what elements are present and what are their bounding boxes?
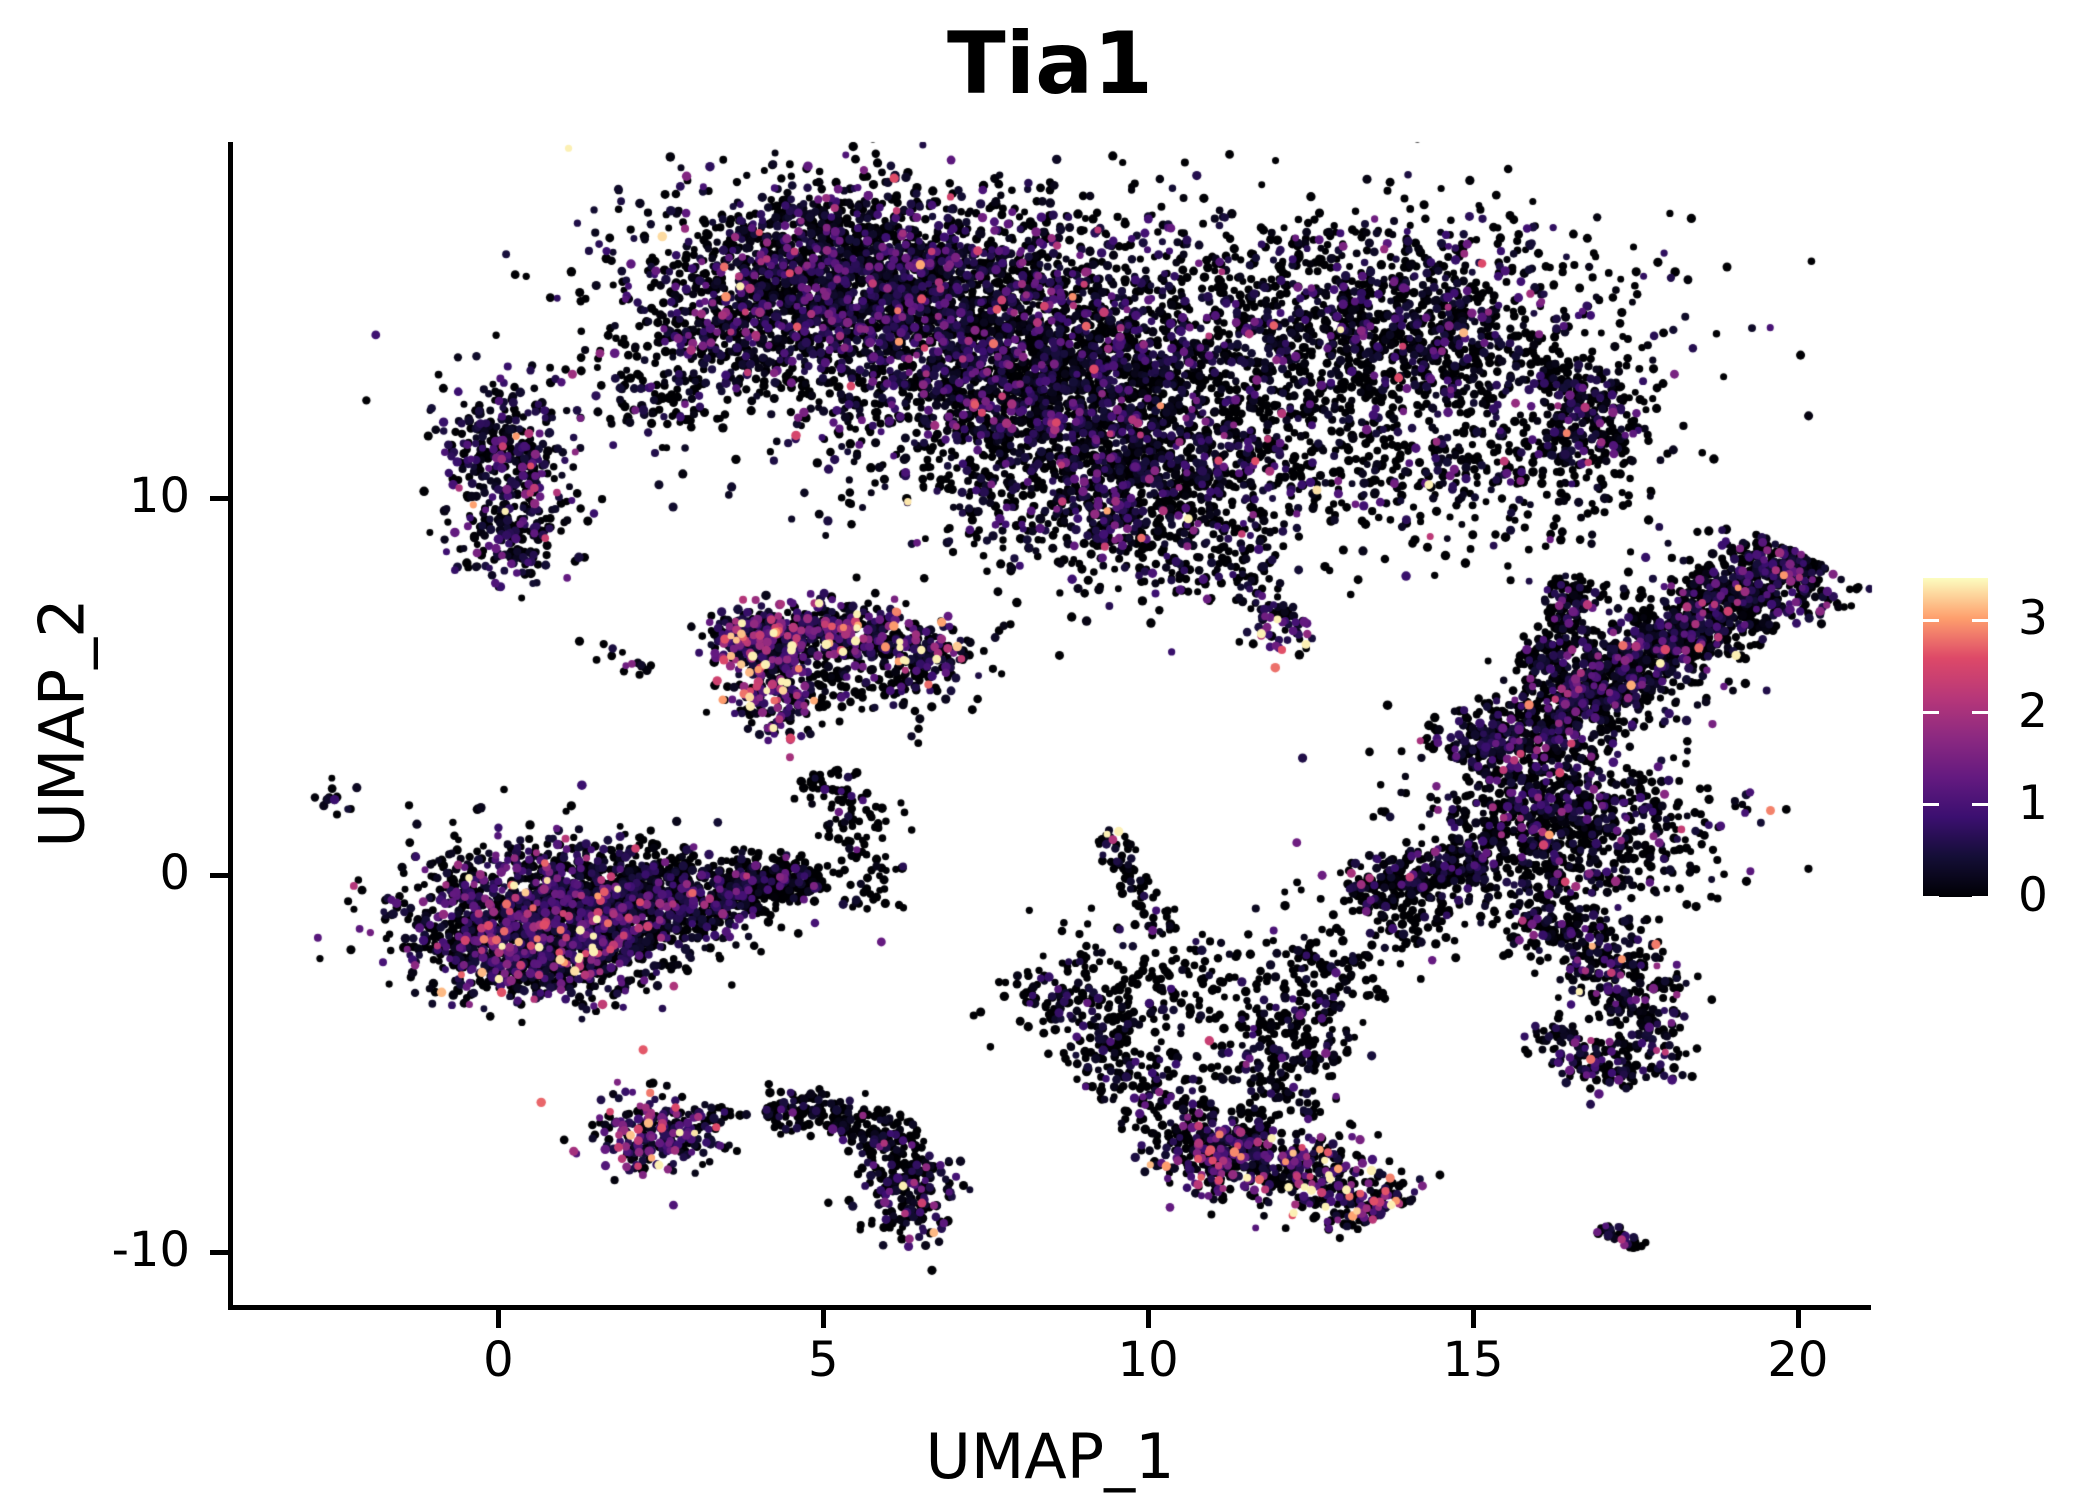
y-tick-mark bbox=[210, 495, 228, 501]
colorbar-tick-mark bbox=[1923, 618, 1939, 622]
x-tick-label: 15 bbox=[1442, 1332, 1504, 1388]
colorbar-tick-mark bbox=[1923, 895, 1939, 899]
y-tick-mark bbox=[210, 1249, 228, 1255]
colorbar-tick-mark bbox=[1972, 618, 1988, 622]
y-axis-line bbox=[228, 142, 233, 1309]
colorbar-tick-mark bbox=[1923, 803, 1939, 807]
colorbar-tick-label: 2 bbox=[2018, 683, 2048, 739]
x-tick-mark bbox=[1795, 1310, 1801, 1328]
colorbar-tick-mark bbox=[1972, 803, 1988, 807]
x-tick-label: 20 bbox=[1767, 1332, 1829, 1388]
colorbar-tick-mark bbox=[1972, 711, 1988, 715]
x-tick-mark bbox=[1470, 1310, 1476, 1328]
x-axis-line bbox=[228, 1305, 1871, 1310]
colorbar-tick-mark bbox=[1972, 895, 1988, 899]
colorbar-tick-label: 3 bbox=[2018, 591, 2048, 647]
x-tick-mark bbox=[496, 1310, 502, 1328]
x-tick-mark bbox=[1146, 1310, 1152, 1328]
y-tick-label: 0 bbox=[159, 844, 190, 901]
y-tick-label: 10 bbox=[128, 467, 190, 524]
x-axis-title: UMAP_1 bbox=[925, 1420, 1175, 1493]
x-tick-label: 10 bbox=[1117, 1332, 1179, 1388]
colorbar-tick-label: 0 bbox=[2018, 868, 2048, 923]
colorbar-tick-label: 1 bbox=[2018, 775, 2048, 831]
x-tick-label: 0 bbox=[483, 1332, 514, 1388]
expression-colorbar bbox=[1923, 578, 1988, 897]
x-tick-label: 5 bbox=[807, 1332, 839, 1388]
y-axis-title: UMAP_2 bbox=[25, 598, 99, 848]
colorbar-tick-mark bbox=[1923, 711, 1939, 715]
y-tick-label: -10 bbox=[111, 1221, 190, 1278]
y-tick-mark bbox=[210, 872, 228, 878]
x-tick-mark bbox=[821, 1310, 827, 1328]
